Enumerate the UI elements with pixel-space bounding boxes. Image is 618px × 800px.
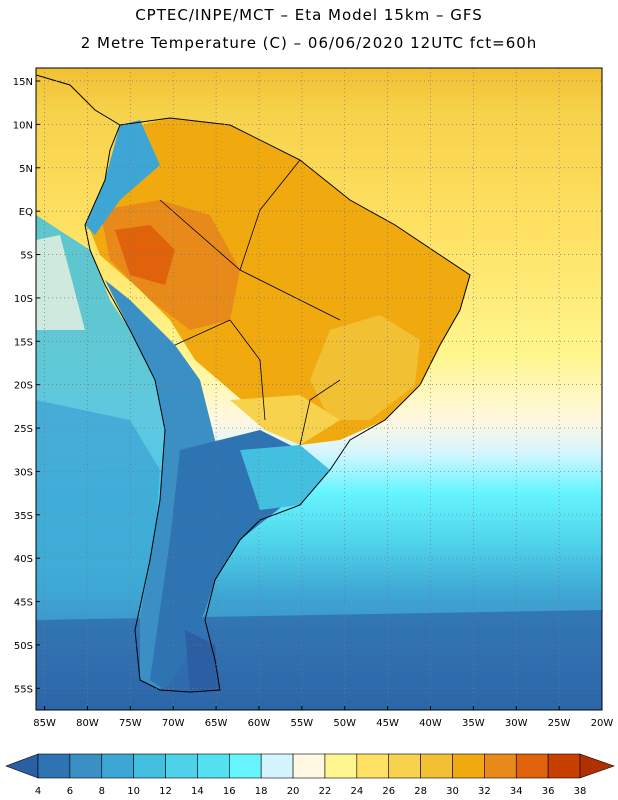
equatorial-pacific-band [36, 235, 85, 330]
latitude-labels: 15N 10N 5N EQ 5S 10S 15S 20S 25S 30S 35S 40S 45S 50S 5… [13, 77, 40, 695]
colorbar-box [228, 753, 262, 779]
longitude-label: 30W [505, 718, 528, 729]
longitude-label: 25W [548, 718, 571, 729]
longitude-label: 60W [248, 718, 271, 729]
longitude-label: 85W [33, 718, 56, 729]
latitude-label: 35S [14, 511, 33, 522]
colorbar-box [197, 753, 230, 779]
colorbar-box [547, 753, 581, 779]
longitude-label: 80W [76, 718, 99, 729]
colorbar-box [37, 753, 71, 779]
latitude-label: 30S [14, 467, 33, 478]
colorbar-label: 22 [319, 786, 332, 797]
northern-andes [85, 120, 160, 235]
pacific-cold-water [36, 400, 160, 600]
colorbar: 4 6 8 10 12 14 16 18 20 22 24 26 28 30 32 34 36 38 [5, 753, 615, 797]
colorbar-box [165, 753, 198, 779]
colorbar-label: 16 [223, 786, 236, 797]
latitude-label: 50S [14, 641, 33, 652]
map-frame [35, 67, 603, 711]
colorbar-box [388, 753, 421, 779]
longitude-label: 70W [162, 718, 185, 729]
map-field [36, 68, 602, 710]
latitude-label: 55S [14, 684, 33, 695]
colorbar-label: 24 [350, 786, 363, 797]
longitude-label: 20W [591, 718, 614, 729]
colorbar-label: 32 [478, 786, 491, 797]
colorbar-label: 18 [255, 786, 268, 797]
southern-ocean [36, 610, 602, 710]
latitude-label: 10N [13, 120, 33, 131]
longitude-label: 50W [333, 718, 356, 729]
latitude-label: EQ [19, 207, 33, 218]
latitude-label: 25S [14, 424, 33, 435]
country-borders [159, 159, 341, 446]
colorbar-label: 38 [574, 786, 587, 797]
pampas-zone [240, 445, 330, 510]
temperature-map: 15N 10N 5N EQ 5S 10S 15S 20S 25S 30S 35S 40S 45S 50S 5… [13, 67, 613, 729]
longitude-labels: 85W 80W 75W 70W 65W 60W 55W 50W 45W 40W 35W 30W 25W 2… [33, 706, 613, 729]
latitude-label: 20S [14, 381, 33, 392]
coastline [84, 117, 471, 693]
south-brazil-mild-zone [230, 395, 340, 445]
colorbar-box [292, 753, 326, 779]
longitude-label: 35W [462, 718, 485, 729]
central-america-coast [36, 74, 121, 126]
latitude-label: 45S [14, 598, 33, 609]
colorbar-label: 12 [159, 786, 172, 797]
latitude-label: 5N [19, 164, 33, 175]
colorbar-box [420, 753, 453, 779]
colorbar-box [133, 753, 166, 779]
map-title: CPTEC/INPE/MCT – Eta Model 15km – GFS [135, 6, 483, 24]
colorbar-label: 14 [191, 786, 204, 797]
colorbar-label: 36 [542, 786, 555, 797]
colorbar-box [484, 753, 517, 779]
colorbar-label: 20 [287, 786, 300, 797]
colorbar-box [324, 753, 358, 779]
map-subtitle: 2 Metre Temperature (C) – 06/06/2020 12U… [80, 34, 538, 52]
colorbar-label: 10 [127, 786, 140, 797]
colorbar-arrow-high [579, 753, 615, 779]
colorbar-arrow-low [5, 753, 39, 779]
latitude-label: 15N [13, 77, 33, 88]
colorbar-box [260, 753, 294, 779]
longitude-label: 40W [419, 718, 442, 729]
longitude-label: 45W [376, 718, 399, 729]
colorbar-label: 4 [35, 786, 41, 797]
colorbar-label: 30 [446, 786, 459, 797]
latitude-label: 10S [14, 294, 33, 305]
longitude-label: 65W [205, 718, 228, 729]
colorbar-label: 8 [99, 786, 105, 797]
colorbar-box [356, 753, 390, 779]
latitude-label: 40S [14, 554, 33, 565]
colorbar-box [452, 753, 485, 779]
colorbar-label: 6 [67, 786, 73, 797]
latitude-label: 5S [20, 251, 33, 262]
longitude-label: 55W [291, 718, 314, 729]
colorbar-label: 34 [510, 786, 523, 797]
colorbar-label: 26 [382, 786, 395, 797]
longitude-label: 75W [119, 718, 142, 729]
colorbar-box [101, 753, 134, 779]
colorbar-label: 28 [414, 786, 427, 797]
colorbar-box [69, 753, 103, 779]
latitude-label: 15S [14, 337, 33, 348]
colorbar-box [515, 753, 549, 779]
